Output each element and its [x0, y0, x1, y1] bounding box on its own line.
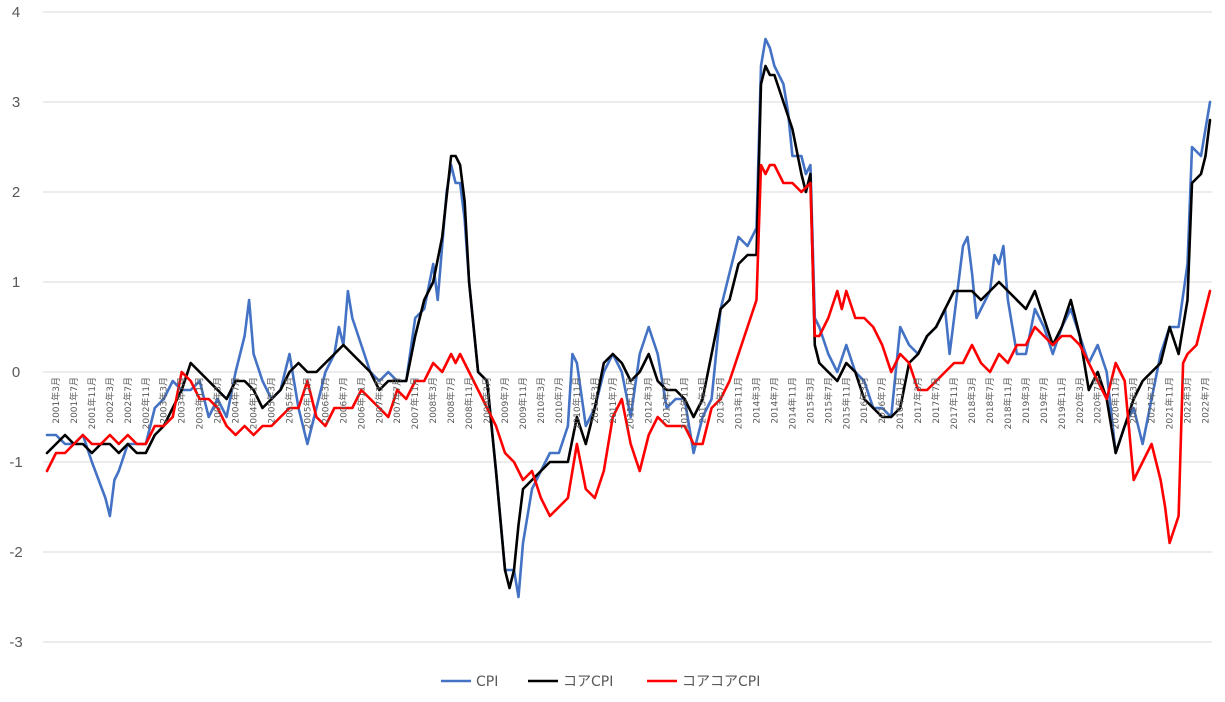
x-tick-label: 2017年3月: [912, 377, 924, 424]
legend-label: コアコアCPI: [682, 674, 760, 690]
x-tick-label: 2022年3月: [1182, 377, 1194, 424]
series-lines: [45, 37, 1212, 599]
y-tick-label: 1: [12, 274, 20, 291]
x-tick-label: 2016年7月: [876, 377, 888, 424]
y-tick-label: -3: [9, 634, 22, 651]
series-line: [45, 163, 1212, 545]
x-tick-label: 2005年7月: [284, 377, 296, 424]
x-tick-label: 2015年3月: [804, 377, 816, 424]
x-tick-label: 2012年3月: [643, 377, 655, 424]
x-tick-label: 2002年3月: [104, 377, 116, 424]
y-tick-label: 4: [12, 4, 20, 21]
x-tick-label: 2011年3月: [589, 377, 601, 424]
x-tick-label: 2007年3月: [373, 377, 385, 424]
series-line: [45, 64, 1212, 590]
x-tick-label: 2011年11月: [625, 377, 637, 429]
x-tick-label: 2008年7月: [445, 377, 457, 424]
x-tick-label: 2003年7月: [176, 377, 188, 424]
y-tick-label: -2: [9, 544, 22, 561]
x-tick-label: 2011年7月: [607, 377, 619, 424]
x-tick-label: 2009年7月: [499, 377, 511, 424]
x-tick-label: 2020年7月: [1092, 377, 1104, 424]
x-tick-label: 2003年11月: [194, 377, 206, 429]
x-tick-label: 2017年7月: [930, 377, 942, 424]
x-tick-label: 2010年11月: [571, 377, 583, 429]
x-tick-label: 2019年7月: [1038, 377, 1050, 424]
x-tick-label: 2018年3月: [966, 377, 978, 424]
x-tick-label: 2017年11月: [948, 377, 960, 429]
y-tick-label: 0: [12, 364, 20, 381]
x-tick-label: 2022年7月: [1200, 377, 1212, 424]
x-tick-label: 2021年7月: [1146, 377, 1158, 424]
x-tick-label: 2013年7月: [715, 377, 727, 424]
x-tick-label: 2010年3月: [535, 377, 547, 424]
x-tick-label: 2001年3月: [50, 377, 62, 424]
x-tick-label: 2013年11月: [733, 377, 745, 429]
legend-label: CPI: [476, 674, 498, 690]
x-axis-tick-labels: 2001年3月 2001年7月 2001年11月 2002年3月 2002年7月 2002…: [50, 377, 1212, 429]
x-tick-label: 2012年7月: [661, 377, 673, 424]
x-tick-label: 2018年11月: [1002, 377, 1014, 429]
x-tick-label: 2013年3月: [697, 377, 709, 424]
x-tick-label: 2016年3月: [858, 377, 870, 424]
legend-label: コアCPI: [563, 674, 613, 690]
x-tick-label: 2005年11月: [301, 377, 313, 429]
y-tick-label: -1: [9, 454, 22, 471]
x-tick-label: 2009年11月: [517, 377, 529, 429]
legend: CPI コアCPI コアコアCPI: [441, 674, 760, 690]
x-tick-label: 2015年7月: [822, 377, 834, 424]
x-tick-label: 2021年11月: [1164, 377, 1176, 429]
x-tick-label: 2015年11月: [840, 377, 852, 429]
x-tick-label: 2001年7月: [68, 377, 80, 424]
series-line: [45, 37, 1212, 599]
x-tick-label: 2008年11月: [463, 377, 475, 429]
y-tick-label: 3: [12, 94, 20, 111]
x-tick-label: 2019年11月: [1056, 377, 1068, 429]
x-tick-label: 2006年3月: [319, 377, 331, 424]
x-tick-label: 2018年7月: [984, 377, 996, 424]
x-tick-label: 2002年7月: [122, 377, 134, 424]
x-tick-label: 2008年3月: [427, 377, 439, 424]
x-tick-label: 2007年7月: [391, 377, 403, 424]
x-tick-label: 2020年3月: [1074, 377, 1086, 424]
x-tick-label: 2012年11月: [679, 377, 691, 429]
x-tick-label: 2010年7月: [553, 377, 565, 424]
x-tick-label: 2007年11月: [409, 377, 421, 429]
x-tick-label: 2006年11月: [355, 377, 367, 429]
x-tick-label: 2005年3月: [266, 377, 278, 424]
x-tick-label: 2004年11月: [248, 377, 260, 429]
x-tick-label: 2003年3月: [158, 377, 170, 424]
x-tick-label: 2001年11月: [86, 377, 98, 429]
x-tick-label: 2014年3月: [751, 377, 763, 424]
x-tick-label: 2014年7月: [768, 377, 780, 424]
gridlines: [43, 11, 1212, 643]
x-tick-label: 2014年11月: [786, 377, 798, 429]
x-tick-label: 2004年3月: [212, 377, 224, 424]
x-tick-label: 2016年11月: [894, 377, 906, 429]
x-tick-label: 2021年3月: [1128, 377, 1140, 424]
y-axis-tick-labels: -3 -2 -1 0 1 2 3 4: [9, 4, 22, 651]
y-tick-label: 2: [12, 184, 20, 201]
x-tick-label: 2009年3月: [481, 377, 493, 424]
x-tick-label: 2004年7月: [230, 377, 242, 424]
x-tick-label: 2006年7月: [337, 377, 349, 424]
x-tick-label: 2019年3月: [1020, 377, 1032, 424]
x-tick-label: 2002年11月: [140, 377, 152, 429]
x-tick-label: 2020年11月: [1110, 377, 1122, 429]
